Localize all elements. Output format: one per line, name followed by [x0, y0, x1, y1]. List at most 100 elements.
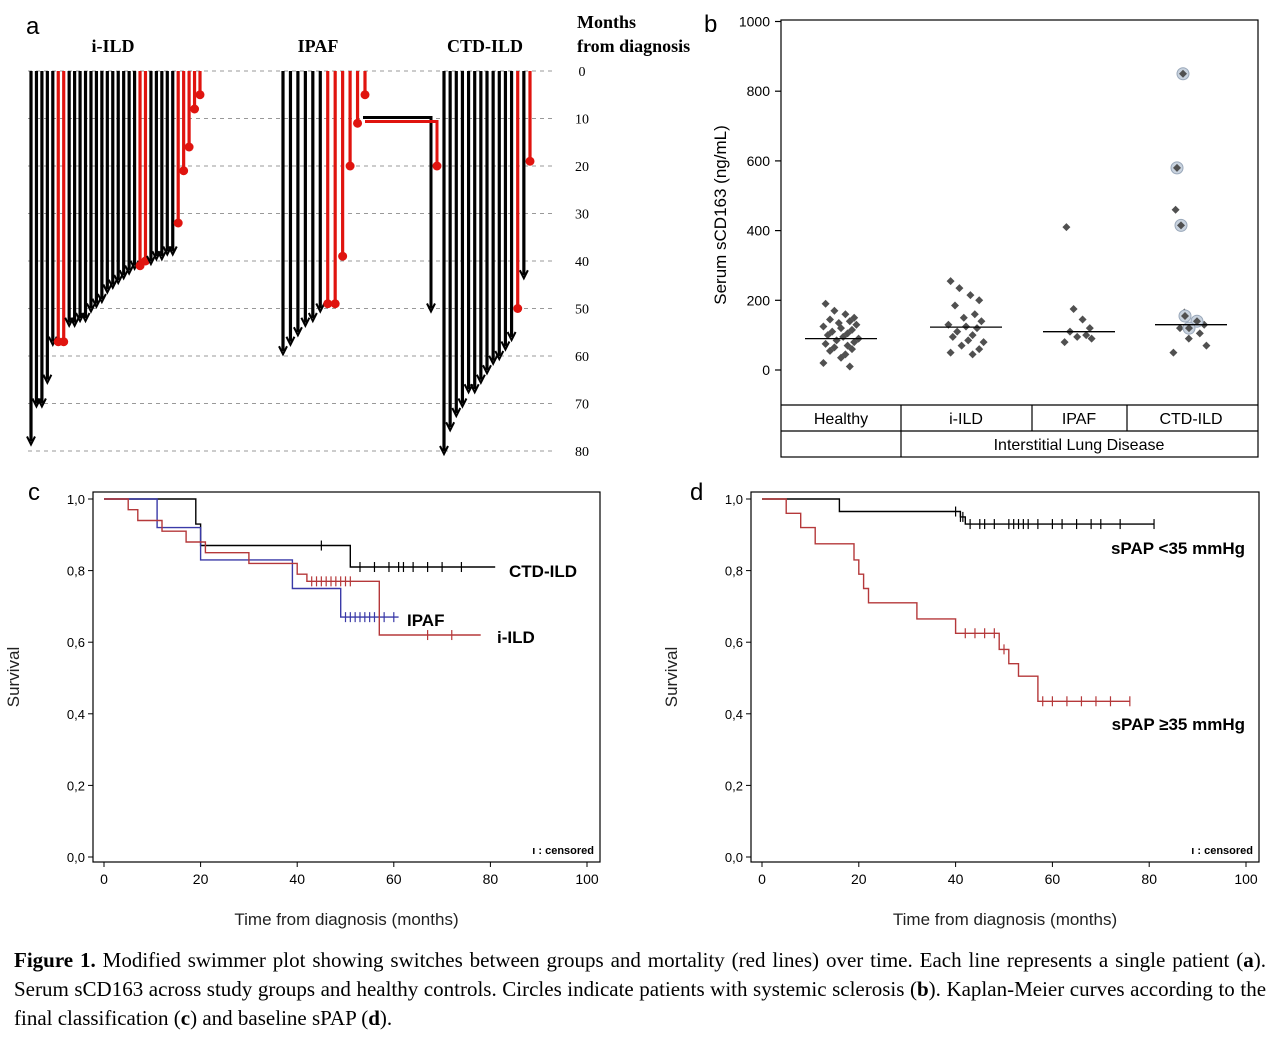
data-point — [841, 310, 850, 319]
data-point — [1193, 317, 1201, 326]
category-label-0: Healthy — [814, 411, 868, 428]
data-point — [1087, 334, 1096, 343]
censor-arrow — [86, 303, 96, 314]
data-point — [1078, 315, 1087, 324]
km-y-tick-label: 1,0 — [67, 492, 85, 507]
km-y-tick-label: 0,6 — [67, 635, 85, 650]
km-curve-2 — [104, 498, 481, 636]
censor-arrow — [26, 436, 36, 447]
data-point — [1185, 324, 1193, 333]
y-tick-label-0: 0 — [762, 362, 770, 378]
data-point — [946, 277, 955, 286]
scatter-median-lines — [805, 324, 1227, 340]
km-y-tick-label: 0,4 — [725, 707, 743, 722]
data-point — [964, 336, 973, 345]
km-curve-1 — [104, 498, 399, 618]
km-series-label-1: IPAF — [407, 611, 444, 630]
y-tick-label-800: 800 — [747, 83, 771, 99]
data-point — [955, 284, 964, 293]
censor-arrow — [506, 331, 517, 343]
group-label-ild: Interstitial Lung Disease — [994, 437, 1165, 454]
data-point — [848, 345, 856, 354]
km-x-tick-label: 40 — [289, 871, 305, 887]
data-point — [1177, 221, 1185, 230]
km-x-tick-label: 40 — [948, 871, 964, 887]
censor-arrow — [107, 279, 118, 290]
data-point — [1060, 338, 1069, 347]
km-y-tick-label: 0,6 — [725, 635, 743, 650]
km-y-tick-label: 0,8 — [725, 564, 743, 579]
scd163-scatter: 0 200 400 600 800 1000 Healthy i-ILD IPAF CTD-IL… — [711, 14, 1259, 458]
switch-connector-deceased — [365, 120, 439, 166]
km-y-tick-label: 0,2 — [67, 778, 85, 793]
category-label-3: CTD-ILD — [1159, 411, 1222, 428]
censor-arrow — [469, 383, 480, 395]
caption-text-5: ). — [379, 1006, 393, 1030]
data-point — [826, 346, 834, 355]
caption-label: Figure 1. — [14, 948, 96, 972]
y-tick-label-1000: 1000 — [739, 14, 770, 30]
km-x-tick-label: 80 — [1141, 871, 1157, 887]
scatter-points — [819, 67, 1211, 371]
scatter-y-ticks: 0 200 400 600 800 1000 — [739, 14, 781, 378]
km-censored-note: ı : censored — [1191, 845, 1253, 857]
censor-arrow — [445, 421, 456, 433]
figure-caption: Figure 1. Modified swimmer plot showing … — [14, 946, 1266, 1033]
data-point — [1069, 305, 1078, 314]
km-x-tick-label: 60 — [386, 871, 402, 887]
censor-arrow — [475, 374, 486, 385]
data-point — [962, 322, 970, 331]
data-point — [951, 301, 959, 310]
data-point — [970, 310, 979, 319]
data-point — [821, 339, 830, 348]
data-point — [837, 324, 845, 333]
censor-arrow — [482, 364, 492, 376]
data-point — [1082, 331, 1091, 340]
data-point — [959, 313, 968, 322]
group-label-i-ild: i-ILD — [91, 36, 134, 56]
caption-ref-c: c — [180, 1006, 191, 1030]
death-marker — [513, 304, 523, 313]
death-marker — [173, 218, 183, 228]
data-point — [837, 353, 845, 362]
data-point — [968, 331, 977, 340]
km-x-tick-label: 80 — [483, 871, 499, 887]
censor-arrow — [300, 317, 311, 328]
caption-ref-d: d — [368, 1006, 380, 1030]
y-tick-label-60: 60 — [575, 350, 589, 365]
caption-ref-a: a — [1243, 948, 1254, 972]
data-point — [968, 350, 977, 359]
data-point — [1184, 334, 1193, 343]
km-y-tick-label: 0,2 — [725, 778, 743, 793]
km-frame — [92, 491, 601, 863]
censor-arrow — [500, 341, 511, 352]
data-point — [1176, 324, 1184, 333]
data-point — [979, 338, 988, 347]
death-marker — [190, 104, 200, 114]
km-curve-0 — [104, 498, 496, 568]
censor-arrow — [113, 274, 124, 286]
death-marker — [360, 90, 370, 100]
data-point — [830, 306, 839, 315]
censor-arrow — [102, 284, 113, 295]
censor-arrow — [285, 336, 296, 347]
censor-arrow — [69, 317, 80, 328]
y-tick-label-70: 70 — [575, 398, 589, 413]
censor-arrow — [315, 303, 326, 314]
death-marker — [195, 90, 205, 100]
censor-arrow — [457, 398, 468, 409]
switch-connector — [363, 116, 433, 309]
data-point — [1179, 69, 1187, 78]
km-series-label-1: sPAP ≥35 mmHg — [1112, 715, 1245, 734]
death-marker — [345, 161, 355, 171]
swimmer-y-axis-title-line1: Months — [577, 12, 636, 32]
censor-arrow — [494, 350, 505, 362]
km-y-tick-label: 0,0 — [67, 850, 85, 865]
km-y-tick-label: 0,0 — [725, 850, 743, 865]
figure-canvas: a b c d 0 10 20 30 40 50 60 70 80 Months from di… — [4, 11, 1260, 929]
y-tick-label-80: 80 — [575, 445, 589, 460]
data-point — [977, 317, 986, 326]
censor-arrow — [167, 246, 178, 257]
data-point — [1195, 329, 1204, 338]
group-label-ctd-ild: CTD-ILD — [447, 36, 523, 56]
